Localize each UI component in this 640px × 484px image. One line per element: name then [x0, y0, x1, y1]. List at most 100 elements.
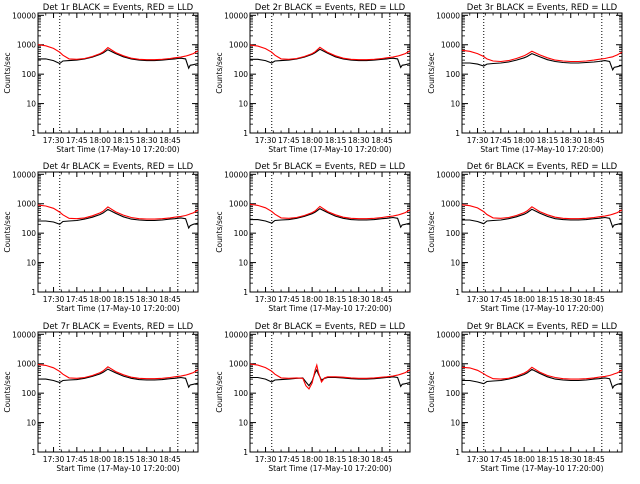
y-tick-label: 10 — [238, 100, 248, 109]
lld-series-line — [249, 203, 411, 220]
y-tick-label: 1000 — [441, 200, 460, 209]
x-axis-label: Start Time (17-May-10 17:20:00) — [480, 145, 603, 154]
lld-series-line — [461, 366, 623, 380]
events-series-line — [462, 52, 623, 72]
x-tick-label: 17:30 — [467, 136, 489, 145]
x-tick-label: 18:30 — [136, 136, 158, 145]
y-tick-label: 10000 — [12, 170, 36, 179]
y-tick-label: 1 — [455, 448, 460, 457]
x-tick-label: 17:45 — [278, 295, 300, 304]
panel-title: Det 7r BLACK = Events, RED = LLD — [43, 322, 194, 332]
y-axis-label: Counts/sec — [215, 371, 224, 412]
x-tick-label: 18:15 — [537, 455, 559, 464]
x-tick-label: 17:45 — [66, 455, 88, 464]
y-tick-label: 1 — [243, 288, 248, 297]
x-tick-label: 18:30 — [136, 455, 158, 464]
plot-frame — [249, 12, 411, 134]
x-tick-label: 18:00 — [89, 295, 111, 304]
x-tick-label: 18:30 — [560, 136, 582, 145]
panel-3: Det 3r BLACK = Events, RED = LLD 1 10 100 10… — [427, 3, 623, 154]
lld-series-line — [461, 204, 623, 220]
x-tick-label: 17:45 — [278, 136, 300, 145]
y-tick-label: 10 — [238, 259, 248, 268]
y-axis-label: Counts/sec — [215, 211, 224, 252]
y-tick-label: 100 — [22, 70, 37, 79]
panel-title: Det 9r BLACK = Events, RED = LLD — [467, 322, 618, 332]
panel-title: Det 2r BLACK = Events, RED = LLD — [255, 3, 406, 13]
x-tick-label: 17:45 — [490, 295, 512, 304]
x-tick-label: 17:45 — [278, 455, 300, 464]
y-tick-label: 10000 — [224, 330, 248, 339]
y-tick-label: 100 — [446, 389, 461, 398]
x-tick-label: 18:45 — [371, 295, 393, 304]
x-tick-label: 18:15 — [325, 295, 347, 304]
plot-frame — [37, 171, 199, 293]
y-tick-label: 100 — [22, 229, 37, 238]
x-axis-label: Start Time (17-May-10 17:20:00) — [56, 145, 179, 154]
y-tick-label: 100 — [446, 229, 461, 238]
y-tick-label: 100 — [234, 229, 249, 238]
x-axis-label: Start Time (17-May-10 17:20:00) — [480, 464, 603, 473]
x-tick-label: 17:45 — [490, 136, 512, 145]
x-tick-label: 18:15 — [113, 455, 135, 464]
y-tick-label: 1 — [243, 448, 248, 457]
y-tick-label: 10 — [26, 419, 36, 428]
panel-9: Det 9r BLACK = Events, RED = LLD 1 10 100 10… — [427, 322, 623, 473]
x-tick-label: 18:15 — [113, 295, 135, 304]
x-tick-label: 18:45 — [583, 136, 605, 145]
plot-frame — [249, 171, 411, 293]
events-series-line — [462, 208, 623, 229]
x-tick-label: 18:45 — [371, 455, 393, 464]
panel-title: Det 1r BLACK = Events, RED = LLD — [43, 3, 194, 13]
events-series-line — [250, 48, 411, 69]
x-tick-label: 18:45 — [583, 295, 605, 304]
panel-title: Det 6r BLACK = Events, RED = LLD — [467, 162, 618, 172]
x-tick-label: 18:30 — [348, 455, 370, 464]
x-tick-label: 17:30 — [255, 455, 277, 464]
y-tick-label: 1000 — [17, 41, 36, 50]
x-tick-label: 17:45 — [490, 455, 512, 464]
y-tick-label: 1000 — [229, 360, 248, 369]
y-axis-label: Counts/sec — [215, 52, 224, 93]
y-tick-label: 10000 — [224, 170, 248, 179]
y-axis-label: Counts/sec — [427, 211, 436, 252]
x-tick-label: 18:00 — [513, 455, 535, 464]
y-tick-label: 10 — [450, 100, 460, 109]
plot-frame — [37, 12, 199, 134]
y-tick-label: 10 — [26, 259, 36, 268]
x-tick-label: 18:45 — [371, 136, 393, 145]
y-tick-label: 100 — [446, 70, 461, 79]
lld-series-line — [37, 363, 199, 380]
x-tick-label: 17:30 — [255, 136, 277, 145]
x-tick-label: 18:45 — [583, 455, 605, 464]
y-tick-label: 1 — [31, 288, 36, 297]
events-series-line — [250, 208, 411, 229]
x-axis-label: Start Time (17-May-10 17:20:00) — [56, 464, 179, 473]
x-tick-label: 17:45 — [66, 295, 88, 304]
y-tick-label: 1 — [31, 448, 36, 457]
lld-series-line — [37, 44, 199, 61]
y-axis-label: Counts/sec — [3, 211, 12, 252]
x-tick-label: 18:00 — [301, 455, 323, 464]
x-tick-label: 17:30 — [43, 455, 65, 464]
x-axis-label: Start Time (17-May-10 17:20:00) — [480, 304, 603, 313]
panel-title: Det 4r BLACK = Events, RED = LLD — [43, 162, 194, 172]
panel-4: Det 4r BLACK = Events, RED = LLD 1 10 100 10… — [3, 162, 199, 313]
y-tick-label: 1000 — [229, 200, 248, 209]
y-tick-label: 100 — [22, 389, 37, 398]
panel-title: Det 3r BLACK = Events, RED = LLD — [467, 3, 618, 13]
events-series-line — [462, 368, 623, 390]
x-tick-label: 17:45 — [66, 136, 88, 145]
x-tick-label: 18:30 — [136, 295, 158, 304]
x-axis-label: Start Time (17-May-10 17:20:00) — [268, 145, 391, 154]
x-tick-label: 18:15 — [537, 295, 559, 304]
y-tick-label: 10000 — [436, 11, 460, 20]
y-tick-label: 1000 — [441, 41, 460, 50]
x-tick-label: 17:30 — [43, 295, 65, 304]
x-tick-label: 17:30 — [467, 455, 489, 464]
lld-series-line — [37, 204, 199, 220]
plot-frame — [37, 331, 199, 453]
y-axis-label: Counts/sec — [3, 371, 12, 412]
